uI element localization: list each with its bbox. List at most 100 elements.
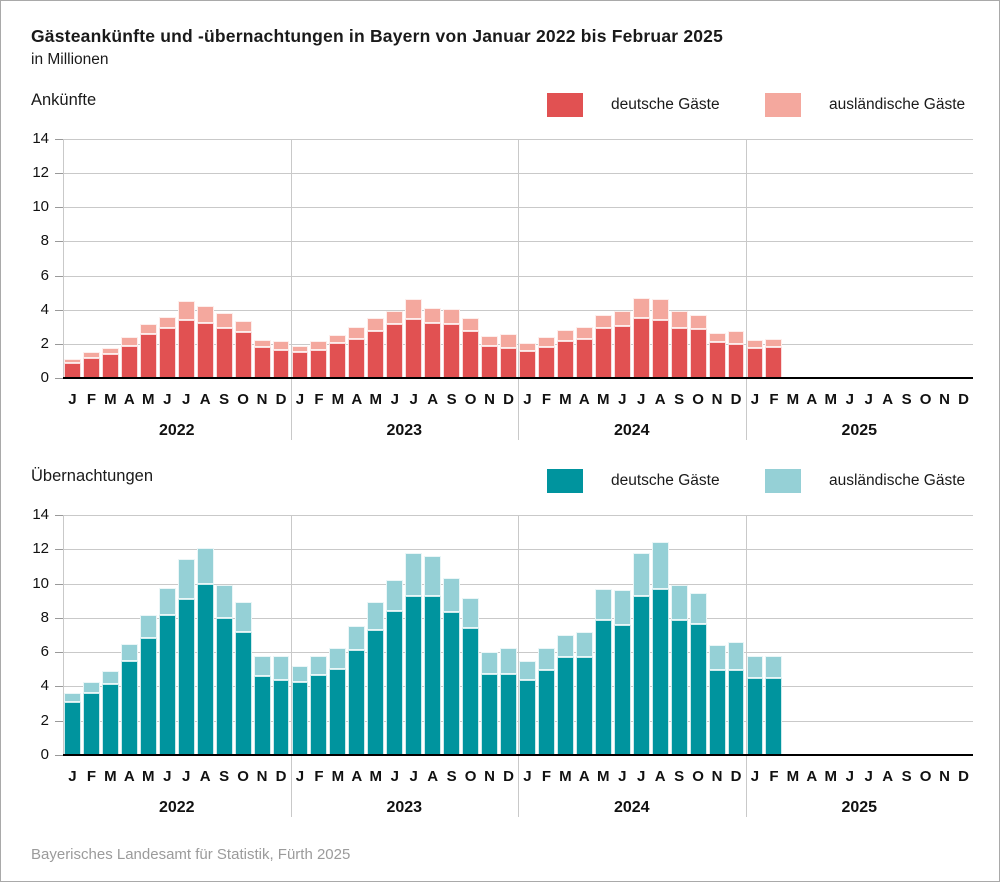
month-label: A xyxy=(351,768,363,785)
month-label: D xyxy=(503,768,514,785)
month-label: M xyxy=(786,768,800,785)
bar-segment-foreign xyxy=(708,332,726,343)
axis-tick-y12 xyxy=(55,173,63,175)
bar-segment-domestic xyxy=(613,624,631,755)
bar-segment-foreign xyxy=(613,311,631,326)
bar-segment-foreign xyxy=(481,336,499,347)
month-label: N xyxy=(256,768,268,785)
month-label: S xyxy=(901,768,912,785)
bar-segment-foreign xyxy=(215,585,233,618)
bar-segment-domestic xyxy=(253,676,271,755)
bar-segment-domestic xyxy=(519,679,536,755)
month-label: O xyxy=(692,391,704,408)
bar-segment-domestic xyxy=(120,660,138,755)
month-label: J xyxy=(409,391,418,408)
bar-segment-foreign xyxy=(443,577,461,612)
bar-segment-domestic xyxy=(386,324,404,378)
bar-segment-foreign xyxy=(765,338,783,348)
bar-segment-foreign xyxy=(348,326,366,339)
month-label: A xyxy=(199,768,211,785)
month-label: S xyxy=(674,768,685,785)
month-label: M xyxy=(142,768,155,785)
bar-segment-foreign xyxy=(348,625,366,651)
bar-segment-domestic xyxy=(462,628,480,755)
month-label: S xyxy=(901,391,912,408)
page-title: Gästeankünfte und -übernachtungen in Bay… xyxy=(31,26,724,46)
month-label: N xyxy=(256,391,268,408)
bar-segment-domestic xyxy=(291,351,309,378)
bar-segment-foreign xyxy=(651,542,669,589)
y-axis-label-2: 2 xyxy=(40,334,49,352)
bar-segment-foreign xyxy=(101,671,119,684)
bar-segment-domestic xyxy=(348,338,366,378)
bar-segment-foreign xyxy=(310,655,328,676)
bar-segment-domestic xyxy=(537,347,555,378)
month-label: F xyxy=(769,768,779,785)
month-label: A xyxy=(806,391,818,408)
bar-segment-foreign xyxy=(158,587,176,616)
month-label: N xyxy=(484,391,495,408)
bar-segment-foreign xyxy=(651,298,669,320)
month-label: S xyxy=(446,768,457,785)
bar-segment-foreign xyxy=(82,352,100,359)
bar-segment-foreign xyxy=(234,602,252,632)
bar-segment-domestic xyxy=(424,323,442,378)
bar-segment-domestic xyxy=(405,595,423,755)
axis-tick-y14 xyxy=(55,515,63,516)
y-axis-label-4: 4 xyxy=(40,300,49,318)
bar-segment-domestic xyxy=(500,348,517,378)
month-label: M xyxy=(331,391,345,408)
axis-tick-y8 xyxy=(55,241,63,243)
axis-tick-y8 xyxy=(55,617,63,619)
y-axis-label-0: 0 xyxy=(40,369,49,386)
bar-segment-domestic xyxy=(348,650,366,755)
month-label: J xyxy=(750,391,760,408)
legend-label-ankuenfte-domestic: deutsche Gäste xyxy=(611,96,720,113)
bar-segment-foreign xyxy=(613,590,631,625)
bar-segment-domestic xyxy=(82,358,100,378)
bar-segment-domestic xyxy=(575,338,593,378)
y-axis-label-4: 4 xyxy=(40,677,49,695)
bar-segment-domestic xyxy=(64,362,81,378)
bar-segment-domestic xyxy=(765,677,783,755)
month-label: S xyxy=(674,391,685,408)
bar-segment-foreign xyxy=(424,308,442,324)
bar-segment-domestic xyxy=(727,343,745,378)
bar-segment-domestic xyxy=(481,674,499,755)
axis-tick-y6 xyxy=(55,275,63,277)
bar-segment-foreign xyxy=(367,318,385,332)
axis-tick-y0 xyxy=(55,755,63,756)
bar-segment-domestic xyxy=(727,670,745,755)
month-label: J xyxy=(182,391,191,408)
bar-segment-domestic xyxy=(651,319,669,378)
year-divider-2022-2023 xyxy=(290,515,292,817)
plot-left-edge-line xyxy=(63,515,64,755)
bar-segment-foreign xyxy=(594,314,612,329)
bar-segment-foreign xyxy=(537,337,555,348)
month-label: A xyxy=(578,391,590,408)
year-label-2025: 2025 xyxy=(841,422,878,439)
month-label: A xyxy=(199,391,211,408)
bar-segment-foreign xyxy=(462,598,480,629)
bar-segment-foreign xyxy=(120,337,138,346)
bar-segment-foreign xyxy=(746,656,764,678)
month-label: O xyxy=(464,768,477,785)
bar-segment-domestic xyxy=(177,599,195,755)
axis-tick-y14 xyxy=(55,139,63,140)
month-label: J xyxy=(618,768,627,785)
bar-segment-foreign xyxy=(689,314,707,330)
month-label: J xyxy=(618,391,627,408)
month-label: N xyxy=(939,391,950,408)
bar-segment-foreign xyxy=(64,359,81,363)
legend-label-ankuenfte-foreign: ausländische Gäste xyxy=(829,96,966,113)
bar-segment-domestic xyxy=(329,669,347,755)
bar-segment-foreign xyxy=(139,324,157,334)
chart-title-uebernachtungen: Übernachtungen xyxy=(31,467,154,485)
bar-segment-foreign xyxy=(556,330,574,342)
month-label: D xyxy=(730,768,742,785)
x-axis-baseline xyxy=(63,377,973,379)
bar-segment-foreign xyxy=(519,660,536,680)
bar-segment-foreign xyxy=(367,601,385,630)
bar-segment-foreign xyxy=(120,643,138,661)
bar-segment-domestic xyxy=(386,611,404,755)
